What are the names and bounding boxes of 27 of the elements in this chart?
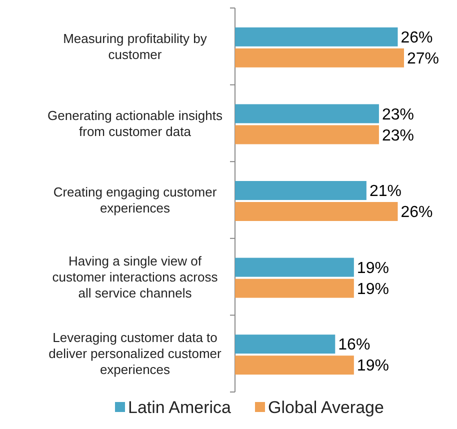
data-label: 19% (356, 260, 389, 277)
legend-label: Global Average (268, 398, 384, 417)
bar (235, 125, 379, 144)
bar (235, 104, 379, 124)
y-tick-label: Having a single view of customer interactions across all service channels (52, 253, 218, 300)
bar (235, 181, 366, 200)
bar (235, 202, 398, 221)
bar (235, 356, 354, 375)
bar (235, 258, 354, 277)
data-label: 23% (382, 127, 414, 144)
data-label: 21% (369, 183, 402, 200)
y-tick-label: Leveraging customer data to deliver personalized customer experiences (48, 330, 222, 378)
legend-label: Latin America (128, 398, 232, 417)
data-label: 23% (382, 106, 414, 124)
data-label: 26% (400, 30, 433, 46)
bar (235, 278, 354, 298)
data-label: 19% (356, 280, 389, 298)
data-label: 16% (338, 336, 370, 354)
data-label: 26% (400, 204, 433, 222)
y-tick-label: Measuring profitability by customer (63, 30, 208, 62)
y-tick-label: Generating actionable insights from customer data (48, 108, 223, 139)
bar (235, 27, 398, 46)
data-label: 19% (356, 358, 389, 375)
bar (235, 334, 336, 354)
y-tick-label: Creating engaging customer experiences (53, 184, 218, 216)
bar (235, 48, 404, 68)
data-label: 27% (407, 50, 440, 68)
